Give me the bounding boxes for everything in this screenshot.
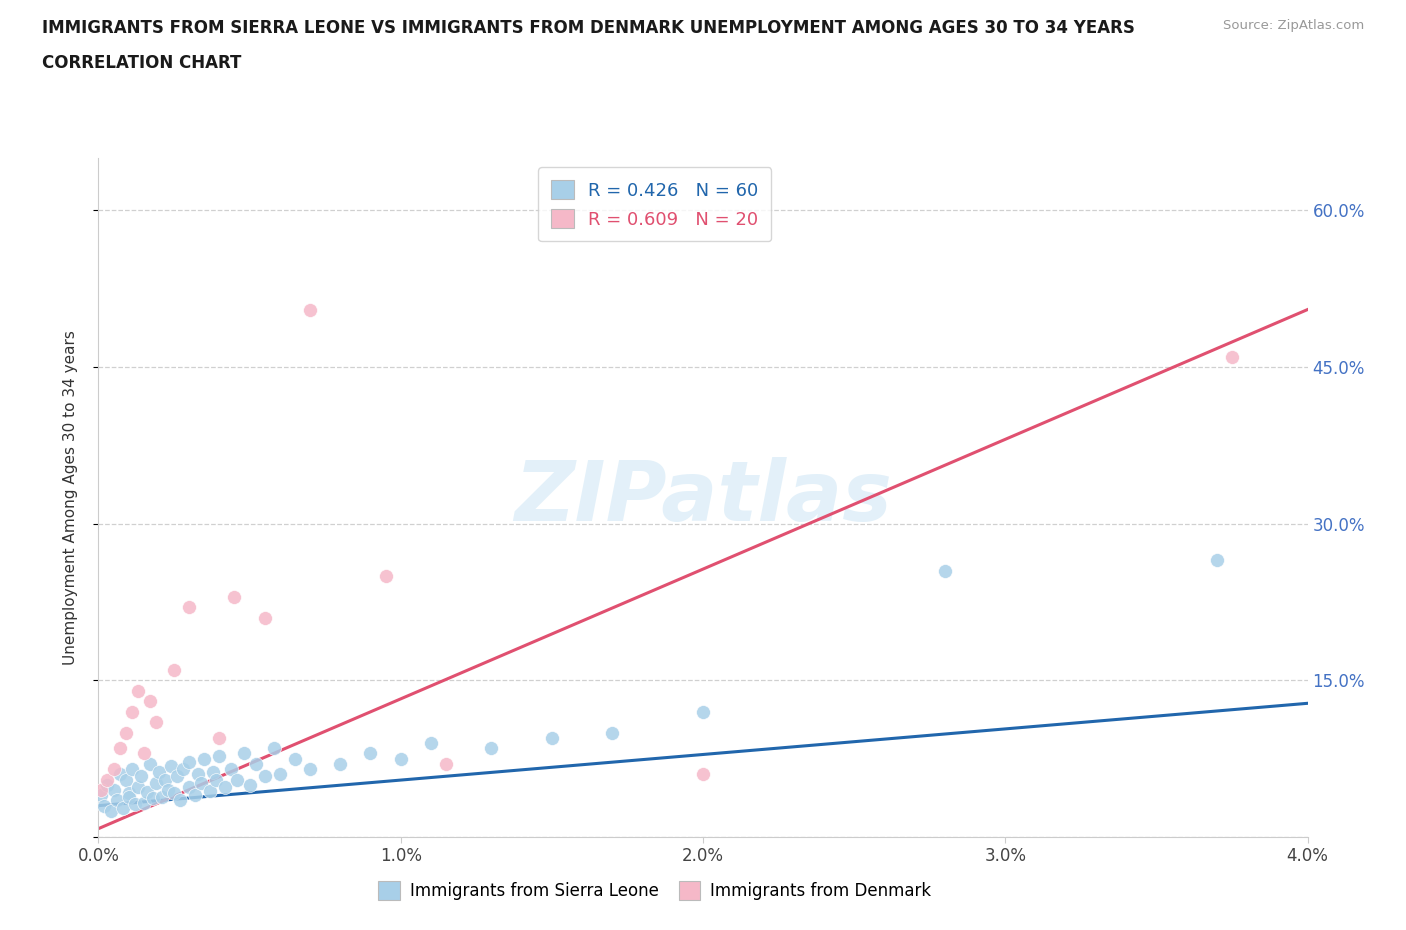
Point <box>121 762 143 777</box>
Point <box>163 662 186 677</box>
Point <box>434 756 457 771</box>
Point <box>132 746 155 761</box>
Point <box>360 746 382 761</box>
Point <box>118 786 141 801</box>
Point <box>179 600 201 615</box>
Y-axis label: Unemployment Among Ages 30 to 34 years: Unemployment Among Ages 30 to 34 years <box>63 330 77 665</box>
Point <box>132 795 155 810</box>
Point <box>200 784 222 799</box>
Point <box>145 776 167 790</box>
Point <box>226 772 249 787</box>
Point <box>541 730 564 745</box>
Point <box>139 694 162 709</box>
Point <box>150 790 173 804</box>
Point <box>121 704 143 719</box>
Point <box>208 730 231 745</box>
Point <box>253 769 276 784</box>
Point <box>179 754 201 769</box>
Point <box>1220 349 1243 364</box>
Point <box>481 741 503 756</box>
Point <box>299 302 322 317</box>
Point <box>692 704 714 719</box>
Point <box>127 779 149 794</box>
Point <box>129 769 152 784</box>
Point <box>139 756 162 771</box>
Point <box>153 772 176 787</box>
Point <box>253 610 276 625</box>
Point <box>96 772 118 787</box>
Point <box>284 751 307 766</box>
Point <box>934 564 956 578</box>
Point <box>374 568 396 583</box>
Legend: Immigrants from Sierra Leone, Immigrants from Denmark: Immigrants from Sierra Leone, Immigrants… <box>371 875 938 907</box>
Point <box>239 777 262 792</box>
Point <box>202 764 225 779</box>
Point <box>111 801 134 816</box>
Point <box>90 788 112 803</box>
Text: CORRELATION CHART: CORRELATION CHART <box>42 54 242 72</box>
Point <box>214 779 236 794</box>
Point <box>208 748 231 763</box>
Point <box>169 793 191 808</box>
Point <box>299 762 322 777</box>
Point <box>245 756 267 771</box>
Point <box>103 762 125 777</box>
Point <box>145 714 167 729</box>
Point <box>105 793 128 808</box>
Point <box>114 772 136 787</box>
Point <box>103 782 125 797</box>
Text: Source: ZipAtlas.com: Source: ZipAtlas.com <box>1223 19 1364 32</box>
Point <box>269 767 291 782</box>
Point <box>96 777 118 792</box>
Point <box>184 788 207 803</box>
Point <box>148 764 170 779</box>
Point <box>329 756 352 771</box>
Point <box>692 767 714 782</box>
Point <box>124 796 146 811</box>
Point <box>90 782 112 797</box>
Point <box>205 772 228 787</box>
Point <box>172 762 194 777</box>
Point <box>118 790 141 804</box>
Point <box>108 767 131 782</box>
Text: ZIPatlas: ZIPatlas <box>515 457 891 538</box>
Point <box>166 769 188 784</box>
Point <box>420 736 443 751</box>
Point <box>232 746 254 761</box>
Point <box>163 786 186 801</box>
Point <box>93 798 115 813</box>
Point <box>100 804 122 818</box>
Point <box>1206 552 1229 567</box>
Point <box>160 759 183 774</box>
Point <box>108 741 131 756</box>
Point <box>187 767 209 782</box>
Point <box>193 751 215 766</box>
Point <box>142 790 165 805</box>
Point <box>179 779 201 794</box>
Point <box>156 782 179 797</box>
Point <box>127 684 149 698</box>
Point <box>602 725 624 740</box>
Point <box>190 776 212 790</box>
Point <box>389 751 412 766</box>
Point <box>114 725 136 740</box>
Point <box>221 762 243 777</box>
Point <box>224 590 246 604</box>
Text: IMMIGRANTS FROM SIERRA LEONE VS IMMIGRANTS FROM DENMARK UNEMPLOYMENT AMONG AGES : IMMIGRANTS FROM SIERRA LEONE VS IMMIGRAN… <box>42 19 1135 36</box>
Point <box>135 785 157 800</box>
Point <box>263 741 285 756</box>
